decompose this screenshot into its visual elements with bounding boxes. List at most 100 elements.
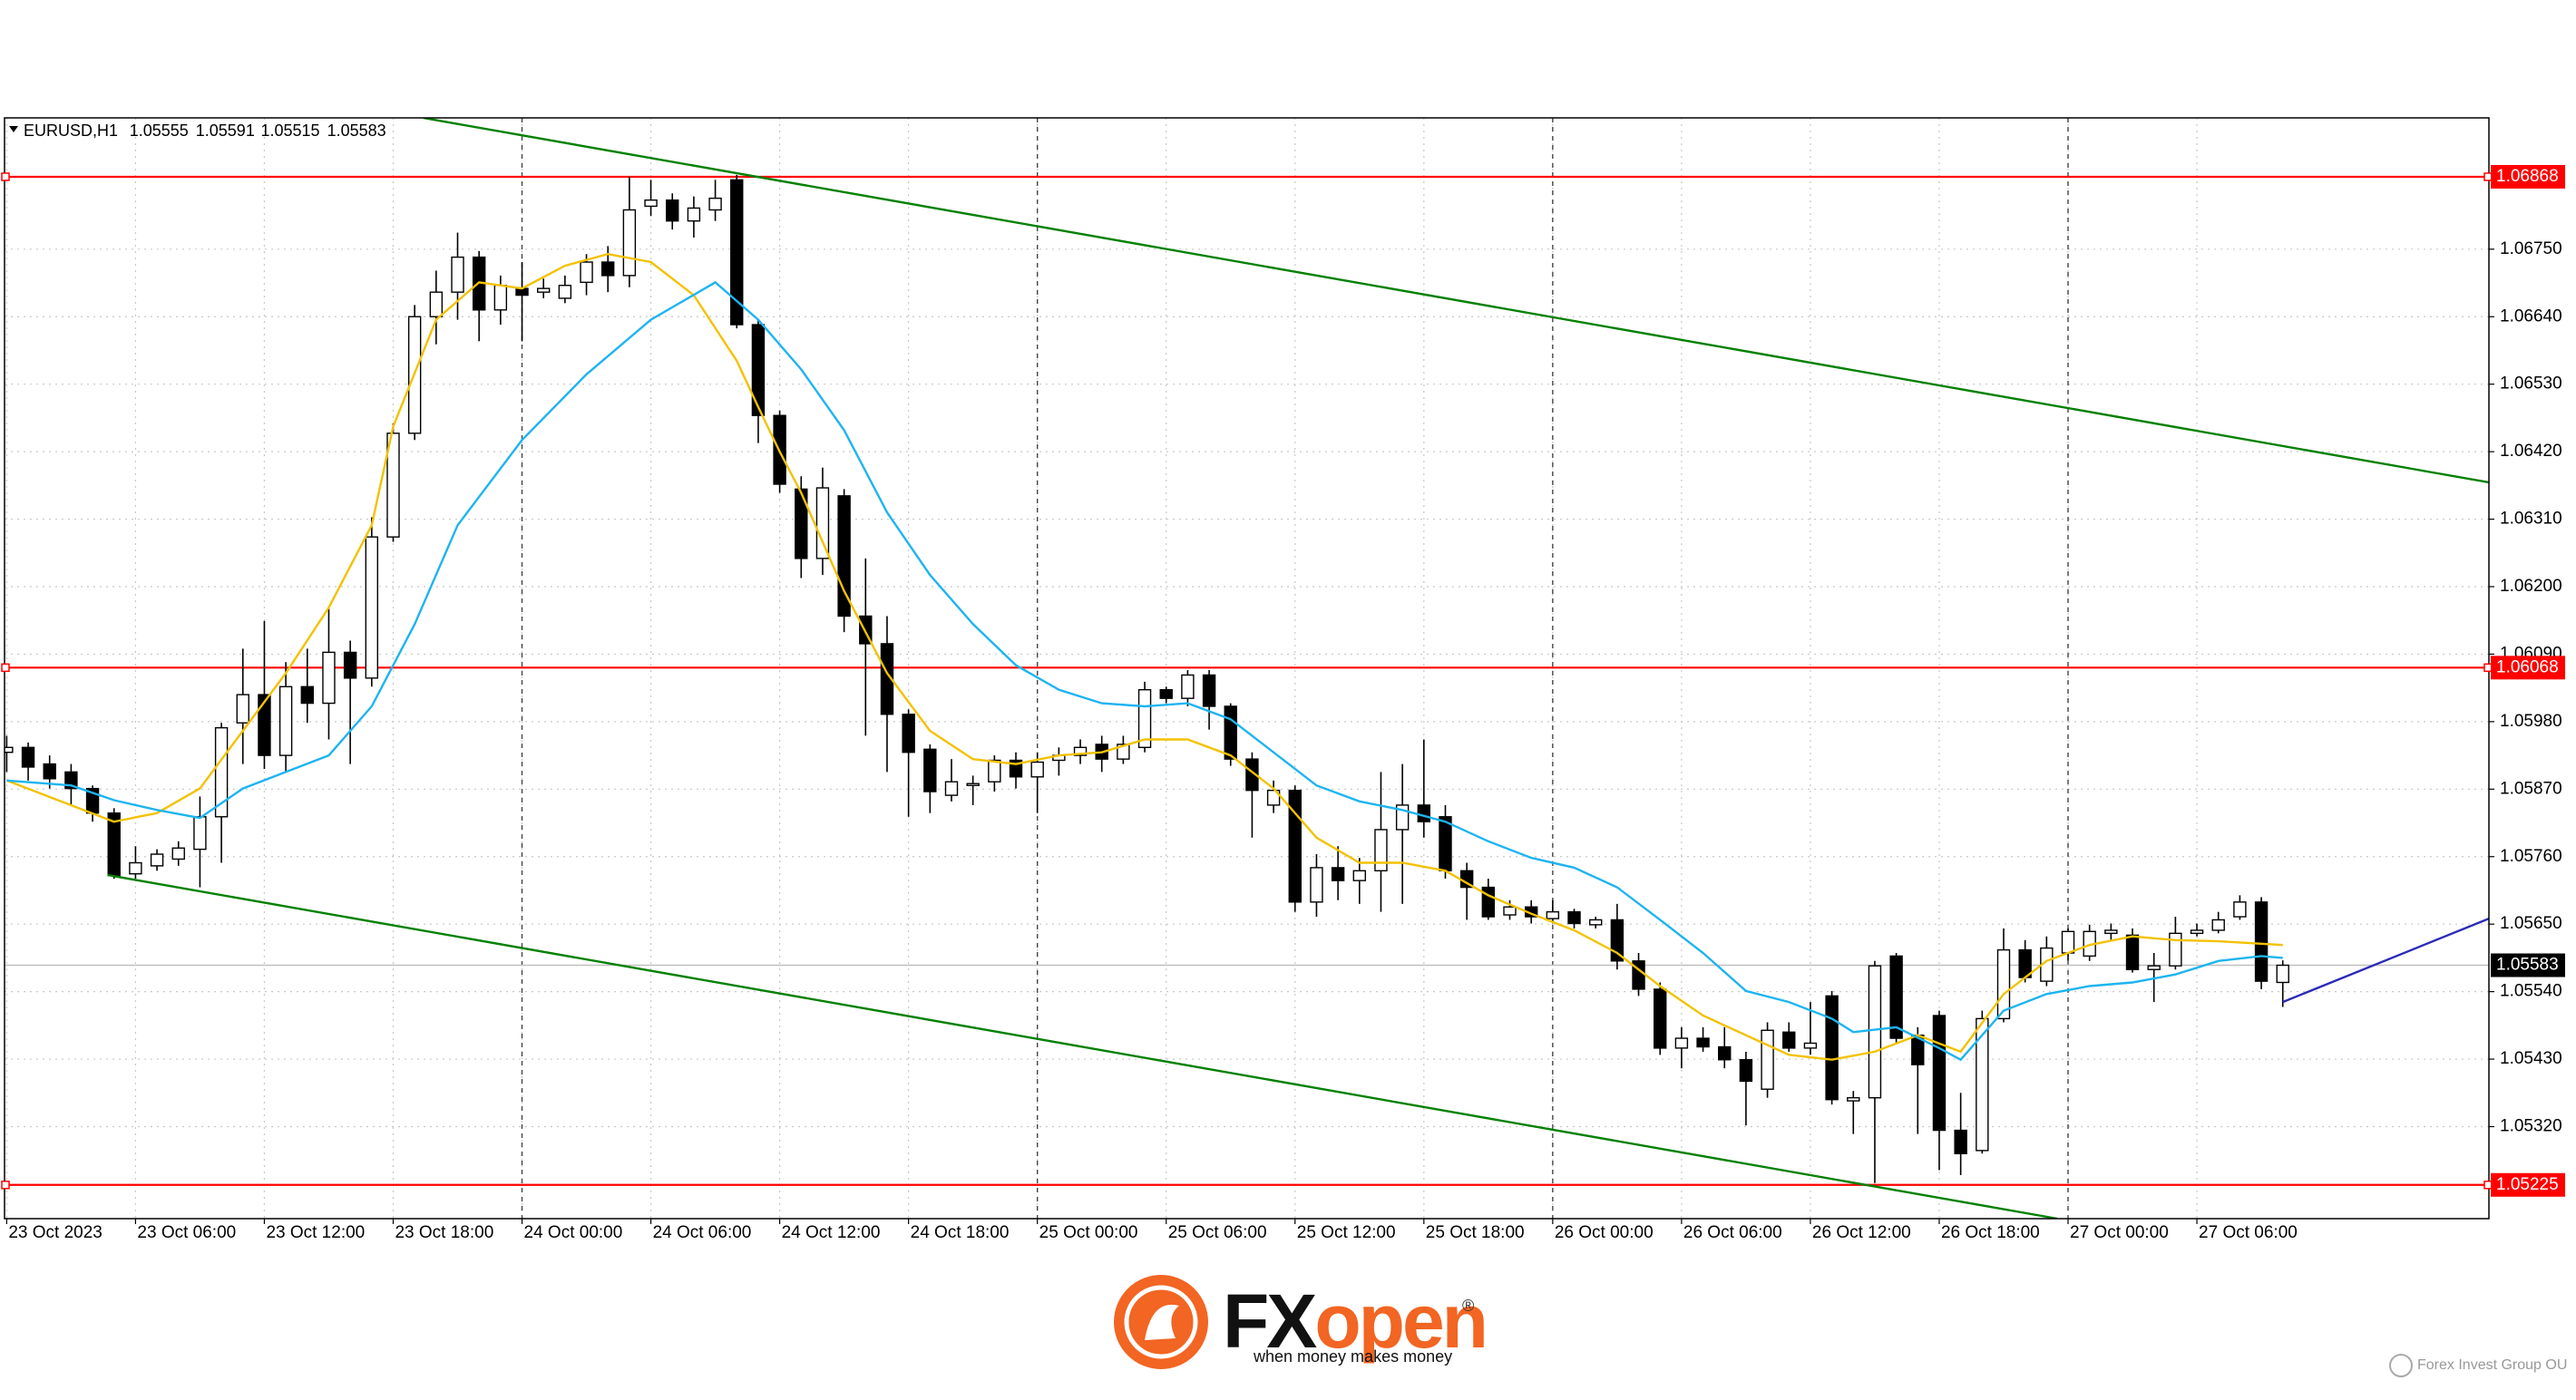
price-label: 1.05583 <box>2496 956 2559 975</box>
candle-body <box>1417 804 1431 822</box>
candle-body <box>902 714 915 753</box>
y-tick-label: 1.06310 <box>2500 510 2562 529</box>
candle-body <box>150 853 164 867</box>
x-tick-label: 23 Oct 18:00 <box>395 1223 493 1242</box>
candle-body <box>2061 930 2075 954</box>
overlay-line <box>6 280 2283 1062</box>
x-tick-label: 24 Oct 18:00 <box>911 1223 1010 1242</box>
y-tick-label: 1.05980 <box>2500 712 2562 731</box>
logo-icon-shape <box>1145 1304 1179 1340</box>
candle-body <box>966 783 980 786</box>
candle-body <box>1588 919 1603 926</box>
candle-body <box>1782 1031 1796 1049</box>
candle-body <box>580 261 593 284</box>
overlay-line <box>423 118 2489 484</box>
candle-body <box>730 179 744 326</box>
candle-body <box>1439 816 1452 872</box>
candle-body <box>601 261 615 277</box>
x-tick-label: 25 Oct 12:00 <box>1297 1223 1396 1242</box>
candle-body <box>493 285 508 311</box>
menu-triangle[interactable] <box>9 126 18 132</box>
candle-body <box>1224 705 1237 760</box>
x-tick-label: 24 Oct 00:00 <box>524 1223 623 1242</box>
candle-body <box>1181 674 1195 699</box>
x-tick-label: 25 Oct 00:00 <box>1039 1223 1138 1242</box>
candle-body <box>300 685 314 705</box>
candle-body <box>1654 988 1667 1049</box>
header-close: 1.05583 <box>327 122 386 140</box>
x-tick-label: 25 Oct 18:00 <box>1426 1223 1525 1242</box>
candle-body <box>1030 761 1044 778</box>
level-marker <box>1 172 10 181</box>
candle-body <box>1073 746 1088 756</box>
candle-body <box>880 643 894 715</box>
logo: FXopen ® when money makes money <box>1114 1275 1488 1369</box>
logo-open: open <box>1314 1278 1486 1364</box>
plot-area <box>5 118 2489 1219</box>
level-marker <box>1 663 10 673</box>
candle-body <box>365 536 379 679</box>
level-marker <box>1 1181 10 1190</box>
candle-body <box>1718 1045 1732 1061</box>
candle-body <box>2233 901 2247 918</box>
y-tick-label: 1.05650 <box>2500 914 2562 933</box>
candle-body <box>944 781 959 796</box>
candle-body <box>129 861 142 875</box>
price-label-box <box>2491 953 2565 977</box>
candle-body <box>258 694 271 756</box>
candle-body <box>666 199 679 222</box>
candle-body <box>1976 1017 1989 1152</box>
y-tick-label: 1.05320 <box>2500 1117 2562 1136</box>
candle-body <box>2211 919 2225 931</box>
candle-body <box>343 651 357 679</box>
candle-body <box>923 748 937 792</box>
level-label: 1.06068 <box>2496 657 2559 676</box>
candle-body <box>1266 789 1281 806</box>
candle-body <box>988 759 1001 783</box>
symbol: EURUSD,H1 <box>24 122 118 140</box>
candle-body <box>1803 1042 1818 1049</box>
axes: 1.06750 1.06640 1.06530 1.06420 1.06310 1.062… <box>1 164 2565 1242</box>
level-label-box <box>2491 656 2565 680</box>
logo-tagline: when money makes money <box>1253 1347 1452 1366</box>
y-tick-label: 1.05870 <box>2500 779 2562 798</box>
candle-body <box>2169 932 2182 967</box>
level-label-box <box>2491 1172 2565 1197</box>
level-label-box <box>2491 164 2565 189</box>
logo-text: FXopen <box>1223 1278 1486 1364</box>
footer-text: Forex Invest Group OU <box>2417 1357 2567 1373</box>
candle-body <box>1117 744 1130 760</box>
candle-body <box>2125 934 2140 970</box>
candle-body <box>1331 867 1345 881</box>
candle-body <box>1288 789 1302 903</box>
x-tick-label: 27 Oct 00:00 <box>2070 1223 2169 1242</box>
candle-body <box>1996 948 2011 1020</box>
candle-body <box>708 197 722 211</box>
candle-body <box>1546 910 1560 919</box>
level-marker <box>2483 663 2493 673</box>
y-tick-label: 1.05760 <box>2500 847 2562 866</box>
candle-body <box>644 199 658 208</box>
x-tick-label: 23 Oct 06:00 <box>137 1223 236 1242</box>
candle-body <box>429 291 444 317</box>
y-tick-label: 1.05540 <box>2500 982 2562 1001</box>
x-tick-label: 24 Oct 12:00 <box>782 1223 881 1242</box>
candle-body <box>5 746 14 753</box>
x-tick-label: 24 Oct 06:00 <box>653 1223 752 1242</box>
y-tick-label: 1.06530 <box>2500 374 2562 394</box>
y-tick-label: 1.06200 <box>2500 577 2562 596</box>
candle-body <box>451 256 464 293</box>
candle-body <box>2104 929 2118 935</box>
candle-body <box>193 816 207 851</box>
candle-body <box>1202 674 1216 707</box>
candle-body <box>2147 965 2161 970</box>
x-tick-label: 26 Oct 18:00 <box>1941 1223 2040 1242</box>
candle-body <box>622 209 637 277</box>
chart-header: EURUSD,H1 1.05555 1.05591 1.05515 1.05583 <box>24 122 386 140</box>
candle-body <box>558 285 572 299</box>
candle-body <box>1137 688 1152 748</box>
candle-body <box>2190 929 2204 935</box>
x-tick-label: 26 Oct 00:00 <box>1555 1223 1654 1242</box>
candle-body <box>1868 965 1882 1099</box>
